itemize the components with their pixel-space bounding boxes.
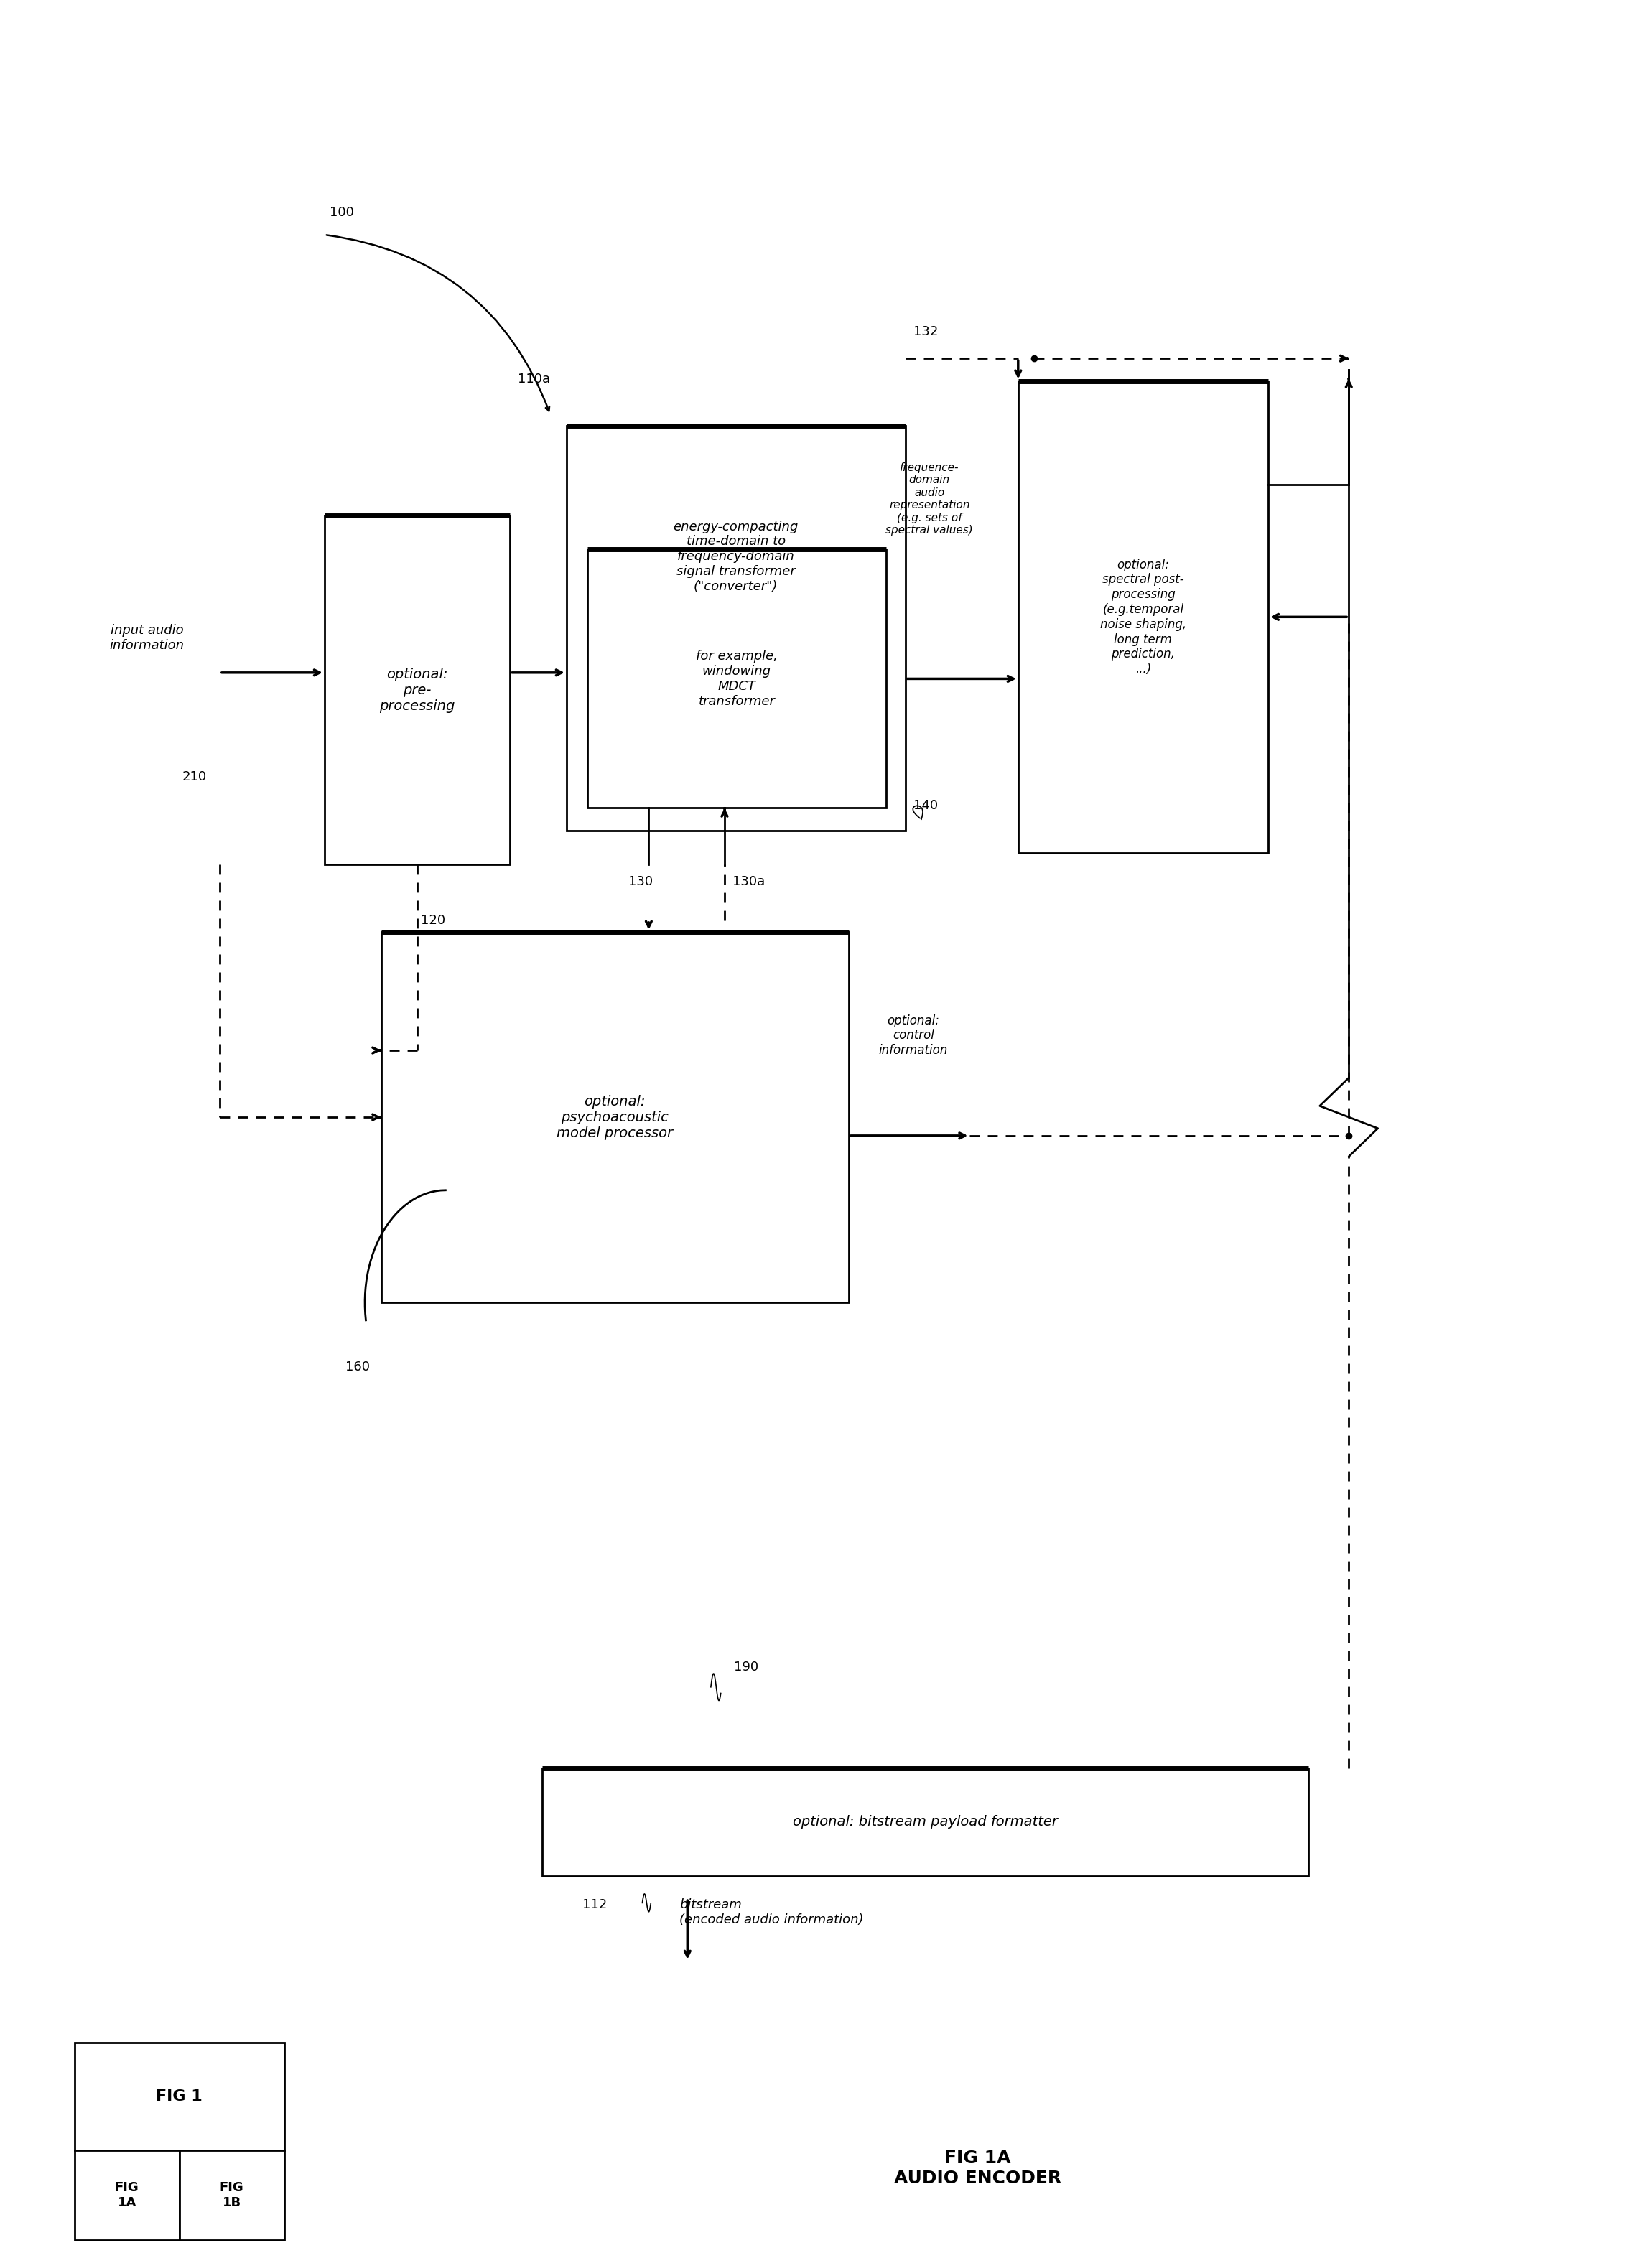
Text: optional:
control
information: optional: control information bbox=[879, 1014, 947, 1057]
Bar bbox=[75, 2041, 284, 2150]
Text: optional:
psychoacoustic
model processor: optional: psychoacoustic model processor bbox=[557, 1095, 673, 1141]
Text: 140: 140 bbox=[913, 798, 937, 812]
Text: input audio
information: input audio information bbox=[109, 624, 185, 651]
Bar bbox=[180, 2150, 284, 2241]
Text: 190: 190 bbox=[733, 1660, 758, 1674]
Bar bbox=[567, 426, 905, 830]
Bar bbox=[588, 549, 885, 807]
Text: for example,
windowing
MDCT
transformer: for example, windowing MDCT transformer bbox=[696, 651, 777, 708]
Bar bbox=[75, 2150, 180, 2241]
Text: optional:
pre-
processing: optional: pre- processing bbox=[379, 667, 456, 712]
Bar bbox=[380, 932, 849, 1302]
Bar bbox=[325, 515, 509, 864]
Text: FIG
1A: FIG 1A bbox=[114, 2182, 139, 2209]
Text: FIG
1B: FIG 1B bbox=[220, 2182, 243, 2209]
Text: optional: bitstream payload formatter: optional: bitstream payload formatter bbox=[794, 1814, 1058, 1828]
Text: energy-compacting
time-domain to
frequency-domain
signal transformer
("converter: energy-compacting time-domain to frequen… bbox=[673, 519, 799, 592]
Bar bbox=[1017, 381, 1269, 853]
Text: 130: 130 bbox=[629, 875, 653, 889]
Text: 132: 132 bbox=[913, 324, 937, 338]
Text: 130a: 130a bbox=[733, 875, 766, 889]
Text: bitstream
(encoded audio information): bitstream (encoded audio information) bbox=[679, 1898, 864, 1926]
Text: 110a: 110a bbox=[518, 372, 550, 386]
Text: 100: 100 bbox=[330, 206, 354, 218]
Text: 210: 210 bbox=[183, 771, 207, 782]
Text: frequence-
domain
audio
representation
(e.g. sets of
spectral values): frequence- domain audio representation (… bbox=[885, 463, 973, 535]
Text: optional:
spectral post-
processing
(e.g.temporal
noise shaping,
long term
predi: optional: spectral post- processing (e.g… bbox=[1101, 558, 1186, 676]
Text: FIG 1: FIG 1 bbox=[157, 2089, 202, 2102]
Text: 160: 160 bbox=[346, 1361, 371, 1374]
Text: 120: 120 bbox=[421, 914, 446, 928]
Bar bbox=[542, 1769, 1308, 1876]
Text: 112: 112 bbox=[583, 1898, 607, 1912]
Text: FIG 1A
AUDIO ENCODER: FIG 1A AUDIO ENCODER bbox=[895, 2150, 1061, 2186]
